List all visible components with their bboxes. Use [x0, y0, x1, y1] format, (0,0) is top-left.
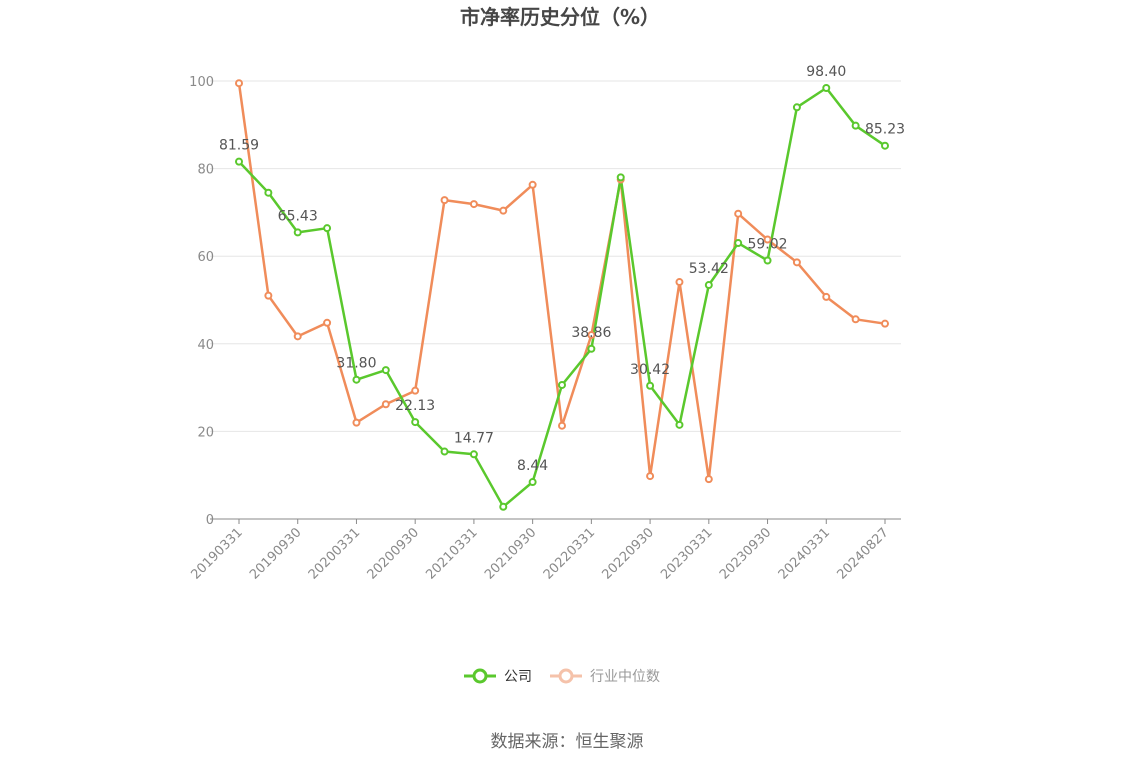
data-point[interactable]	[675, 420, 684, 429]
data-point[interactable]	[323, 224, 332, 233]
data-point[interactable]	[734, 239, 743, 248]
legend-item-company[interactable]: 公司	[464, 668, 532, 685]
y-axis-ticks: 0 20 40 60 80 100	[189, 75, 214, 528]
data-label: 31.80	[336, 356, 376, 372]
data-point[interactable]	[704, 281, 713, 290]
legend-marker-company	[472, 668, 488, 684]
x-tick-label: 20240827	[834, 525, 891, 582]
data-point[interactable]	[352, 418, 361, 427]
legend-label-industry-median: 行业中位数	[590, 669, 660, 685]
data-point[interactable]	[616, 173, 625, 182]
y-tick-label: 60	[197, 250, 214, 265]
data-point[interactable]	[323, 318, 332, 327]
data-point[interactable]	[881, 319, 889, 328]
data-point[interactable]	[792, 103, 801, 112]
data-point[interactable]	[851, 121, 860, 130]
data-point[interactable]	[499, 502, 508, 511]
x-tick-label: 20220331	[541, 525, 598, 582]
data-point[interactable]	[499, 206, 508, 215]
data-label: 59.02	[747, 236, 787, 252]
y-tick-label: 0	[206, 513, 214, 528]
y-tick-label: 100	[189, 75, 214, 90]
data-point[interactable]	[704, 475, 713, 484]
data-point[interactable]	[587, 331, 596, 340]
y-tick-label: 20	[197, 425, 214, 440]
data-label: 53.42	[689, 261, 729, 277]
data-point[interactable]	[822, 84, 831, 93]
series-line-0	[238, 86, 886, 508]
x-tick-label: 20220930	[600, 525, 657, 582]
data-point[interactable]	[646, 472, 655, 481]
data-point[interactable]	[411, 386, 420, 395]
series-points	[235, 79, 889, 511]
x-tick-label: 20200331	[306, 525, 363, 582]
data-label: 38.86	[571, 325, 611, 341]
data-labels: 81.59 65.43 31.80 22.13 14.77 8.44 38.86 30.42 5…	[219, 64, 905, 474]
data-point[interactable]	[264, 188, 273, 197]
data-point[interactable]	[558, 380, 566, 389]
data-point[interactable]	[469, 200, 478, 209]
legend: 公司 行业中位数	[464, 668, 660, 685]
data-point[interactable]	[734, 209, 743, 218]
x-tick-label: 20210930	[482, 525, 539, 582]
data-point[interactable]	[646, 381, 655, 390]
data-point[interactable]	[440, 447, 449, 456]
data-point[interactable]	[763, 235, 772, 244]
x-tick-label: 20240331	[776, 525, 833, 582]
x-tick-label: 20190930	[247, 525, 304, 582]
data-label: 65.43	[278, 208, 318, 224]
chart-title: 市净率历史分位（%）	[460, 5, 660, 29]
x-tick-label: 20210331	[423, 525, 480, 582]
data-point[interactable]	[528, 180, 537, 189]
legend-marker-industry-median	[558, 668, 574, 684]
data-point[interactable]	[381, 366, 390, 375]
data-point[interactable]	[587, 344, 596, 353]
series-lines	[237, 83, 886, 508]
data-point[interactable]	[822, 292, 831, 301]
source-note: 数据来源：恒生聚源	[491, 732, 644, 752]
data-point[interactable]	[440, 196, 449, 205]
x-axis-ticks: 20190331 20190930 20200331 20200930 20210331…	[188, 519, 892, 583]
data-point[interactable]	[235, 157, 243, 166]
data-label: 22.13	[395, 398, 435, 414]
data-label: 14.77	[454, 430, 494, 446]
series-line-1	[237, 83, 886, 481]
legend-label-company: 公司	[504, 669, 532, 685]
x-tick-label: 20230331	[658, 525, 715, 582]
data-point[interactable]	[469, 450, 478, 459]
data-point[interactable]	[558, 421, 566, 430]
data-label: 81.59	[219, 138, 259, 154]
data-point[interactable]	[763, 256, 772, 265]
x-tick-label: 20230930	[717, 525, 774, 582]
data-point[interactable]	[881, 141, 889, 150]
y-tick-label: 80	[197, 163, 214, 178]
data-point[interactable]	[235, 79, 243, 88]
data-point[interactable]	[792, 258, 801, 267]
data-label: 85.23	[865, 122, 905, 138]
data-point[interactable]	[851, 315, 860, 324]
x-tick-label: 20190331	[188, 525, 245, 582]
data-point[interactable]	[381, 400, 390, 409]
legend-item-industry-median[interactable]: 行业中位数	[550, 668, 660, 685]
data-label: 98.40	[806, 64, 846, 80]
y-tick-label: 40	[197, 338, 214, 353]
data-point[interactable]	[352, 375, 361, 384]
data-point[interactable]	[293, 228, 302, 237]
data-point[interactable]	[264, 291, 273, 300]
data-point[interactable]	[675, 278, 684, 287]
data-label: 30.42	[630, 362, 670, 378]
data-label: 8.44	[517, 458, 548, 474]
data-point[interactable]	[411, 418, 420, 427]
data-point[interactable]	[528, 478, 537, 487]
x-tick-label: 20200930	[365, 525, 422, 582]
data-point[interactable]	[293, 332, 302, 341]
